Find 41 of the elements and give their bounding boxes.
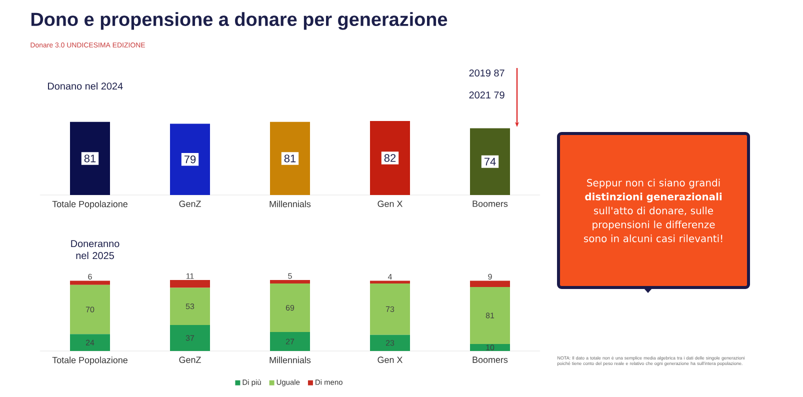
data-label: 81 xyxy=(284,154,296,162)
x-tick-label: Gen X xyxy=(378,356,403,363)
text: 2021 79 xyxy=(469,91,504,99)
x-tick-label: Totale Popolazione xyxy=(52,200,128,209)
chart-title: Doneranno nel 2025 xyxy=(71,240,120,260)
bar xyxy=(470,128,510,195)
x-tick-label: Totale Popolazione xyxy=(52,356,128,365)
bar xyxy=(470,344,510,351)
x-tick-label: GenZ xyxy=(179,200,201,207)
bar xyxy=(370,121,410,195)
bar xyxy=(270,122,310,195)
bar xyxy=(270,332,310,351)
data-label: 82 xyxy=(384,154,396,162)
x-tick-label: GenZ xyxy=(179,356,201,363)
x-tick-label: Millennials xyxy=(270,356,311,364)
bar xyxy=(270,280,310,284)
text: Donano nel 2024 xyxy=(48,82,123,90)
bar xyxy=(370,280,410,284)
bar xyxy=(70,280,110,285)
bar xyxy=(270,284,310,332)
data-label: 79 xyxy=(184,155,196,164)
text: 2019 87 xyxy=(469,69,504,77)
bar xyxy=(70,122,110,195)
bar xyxy=(170,324,210,351)
x-tick-label: Gen X xyxy=(378,200,403,207)
bar xyxy=(470,287,510,344)
chart-title: Dono e propensione a donare per generazione xyxy=(31,12,448,30)
bar xyxy=(370,334,410,351)
data-label: 74 xyxy=(484,158,496,166)
bar xyxy=(70,334,110,351)
bar xyxy=(170,288,210,325)
data-label: 81 xyxy=(84,154,96,162)
x-tick-label: Boomers xyxy=(472,356,508,363)
bar xyxy=(70,284,110,334)
x-tick-label: Millennials xyxy=(270,200,311,208)
bar xyxy=(470,280,510,288)
text: Seppur non ci siano grandi distinzioni generazionali sull'atto di donare, sulle propensioni le differenze sono in alcuni casi rilevanti! xyxy=(584,178,722,242)
bar xyxy=(170,124,210,195)
bar xyxy=(170,280,210,288)
bar xyxy=(370,284,410,335)
x-tick-label: Boomers xyxy=(472,200,508,207)
